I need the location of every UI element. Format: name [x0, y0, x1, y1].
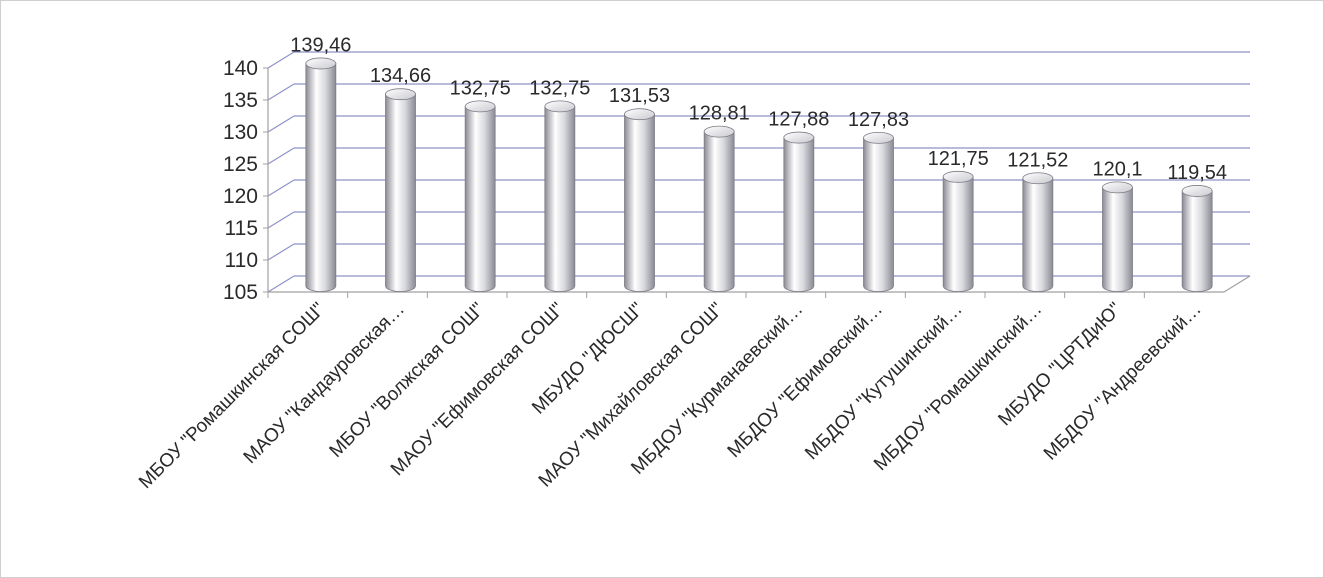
- data-label: 131,53: [609, 85, 670, 107]
- bar: [1022, 172, 1054, 292]
- gridline-side: [267, 275, 295, 293]
- y-axis-ticks: 105 110 115 120 125 130 135 140: [223, 57, 258, 304]
- gridline-side: [267, 179, 295, 197]
- y-tick-label: 125: [223, 153, 258, 176]
- data-label: 128,81: [689, 103, 750, 125]
- data-label: 127,83: [848, 109, 909, 131]
- data-label: 132,75: [450, 77, 511, 99]
- bar: [544, 100, 576, 292]
- bar-top: [783, 131, 815, 144]
- bar-top: [385, 88, 416, 101]
- bar: [464, 100, 496, 292]
- bar-top: [624, 108, 655, 121]
- bar-body: [1181, 190, 1213, 292]
- bar: [305, 57, 337, 292]
- y-tick-label: 120: [223, 185, 258, 208]
- gridlines: [267, 51, 1250, 293]
- y-tick-label: 105: [223, 281, 258, 304]
- bar-body: [863, 137, 894, 292]
- bar: [385, 88, 416, 292]
- y-tick-label: 110: [225, 249, 258, 272]
- bar-body: [385, 93, 416, 292]
- category-label: МБОУ "Волжская СОШ": [326, 299, 489, 462]
- data-label: 127,88: [768, 109, 829, 131]
- category-label: МАОУ "Кандауровская…: [240, 299, 409, 468]
- bar-body: [703, 131, 735, 292]
- bar-body: [464, 106, 496, 292]
- bar-body: [783, 137, 815, 292]
- category-label: МБДОУ "Ефимовский…: [724, 299, 887, 462]
- gridline-side: [267, 211, 295, 229]
- data-label: 132,75: [529, 77, 590, 99]
- bar-top: [1181, 185, 1213, 197]
- bar-body: [544, 106, 576, 292]
- bar-top: [1022, 172, 1054, 185]
- bar: [863, 131, 894, 292]
- bar-body: [1022, 177, 1054, 292]
- bars: [305, 57, 1213, 292]
- gridline-side: [267, 243, 295, 261]
- bar-body: [624, 113, 655, 292]
- bar-body: [305, 63, 337, 292]
- y-tick-label: 115: [225, 217, 258, 240]
- data-label: 121,75: [928, 148, 989, 170]
- bar-top: [544, 100, 576, 113]
- floor-edge: [1223, 275, 1251, 293]
- gridline-side: [267, 115, 295, 133]
- bar-body: [942, 176, 974, 292]
- category-label: МБДОУ "Ромашкинский…: [870, 299, 1046, 475]
- bar: [703, 125, 735, 292]
- data-label: 119,54: [1167, 162, 1227, 184]
- y-tick-label: 130: [223, 121, 258, 144]
- bar-top: [305, 57, 337, 70]
- bar: [942, 170, 974, 292]
- bar: [624, 108, 655, 292]
- data-label: 139,46: [290, 34, 351, 56]
- category-label: МБДОУ "Курманаевский…: [627, 299, 807, 479]
- bar-top: [863, 131, 894, 144]
- category-labels: МБОУ "Ромашкинская СОШ"МАОУ "Кандауровск…: [135, 299, 1206, 493]
- bar: [1102, 181, 1133, 292]
- gridline-side: [267, 83, 295, 101]
- bar-top: [703, 125, 735, 138]
- bar-top: [1102, 181, 1133, 194]
- bar-body: [1102, 186, 1133, 292]
- y-tick-label: 135: [223, 89, 258, 112]
- y-tick-label: 140: [223, 57, 258, 80]
- bar-top: [464, 100, 496, 113]
- bar-top: [942, 170, 974, 183]
- data-label: 121,52: [1007, 149, 1068, 171]
- data-labels: 139,46 134,66 132,75 132,75 131,53 128,81 127,…: [290, 34, 1227, 183]
- gridline-side: [267, 147, 295, 165]
- data-label: 134,66: [370, 65, 431, 87]
- data-label: 120,1: [1092, 158, 1142, 180]
- category-label: МБДОУ "Андреевский…: [1040, 299, 1206, 465]
- gridline-side: [267, 51, 295, 69]
- bar: [1181, 185, 1213, 292]
- axes: [263, 67, 1251, 298]
- bar: [783, 131, 815, 292]
- category-label: МБДОУ "Кутушинский…: [801, 299, 966, 464]
